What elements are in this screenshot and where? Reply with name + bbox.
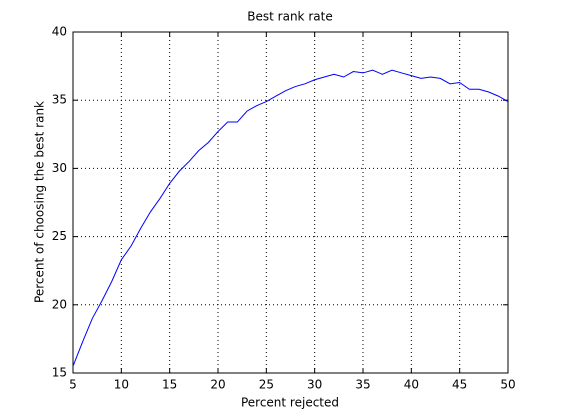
x-tick-label: 25 [259,378,274,392]
axes-box [72,31,509,374]
chart-title: Best rank rate [247,10,332,24]
y-axis-label: Percent of choosing the best rank [33,101,47,303]
x-axis-label: Percent rejected [241,396,339,410]
x-tick-label: 10 [114,378,129,392]
x-tick-label: 15 [162,378,177,392]
x-tick-label: 40 [404,378,419,392]
y-tick-label: 20 [52,297,67,311]
x-tick-label: 35 [355,378,370,392]
y-tick-label: 25 [52,229,67,243]
x-tick-label: 20 [210,378,225,392]
x-tick-label: 5 [69,378,77,392]
y-tick-label: 35 [52,93,67,107]
x-tick-label: 50 [500,378,515,392]
data-line [72,69,509,367]
x-tick-label: 30 [307,378,322,392]
y-tick-label: 15 [52,366,67,380]
y-tick-label: 40 [52,25,67,39]
x-tick-label: 45 [452,378,467,392]
plot-area [73,32,508,373]
y-tick-label: 30 [52,161,67,175]
